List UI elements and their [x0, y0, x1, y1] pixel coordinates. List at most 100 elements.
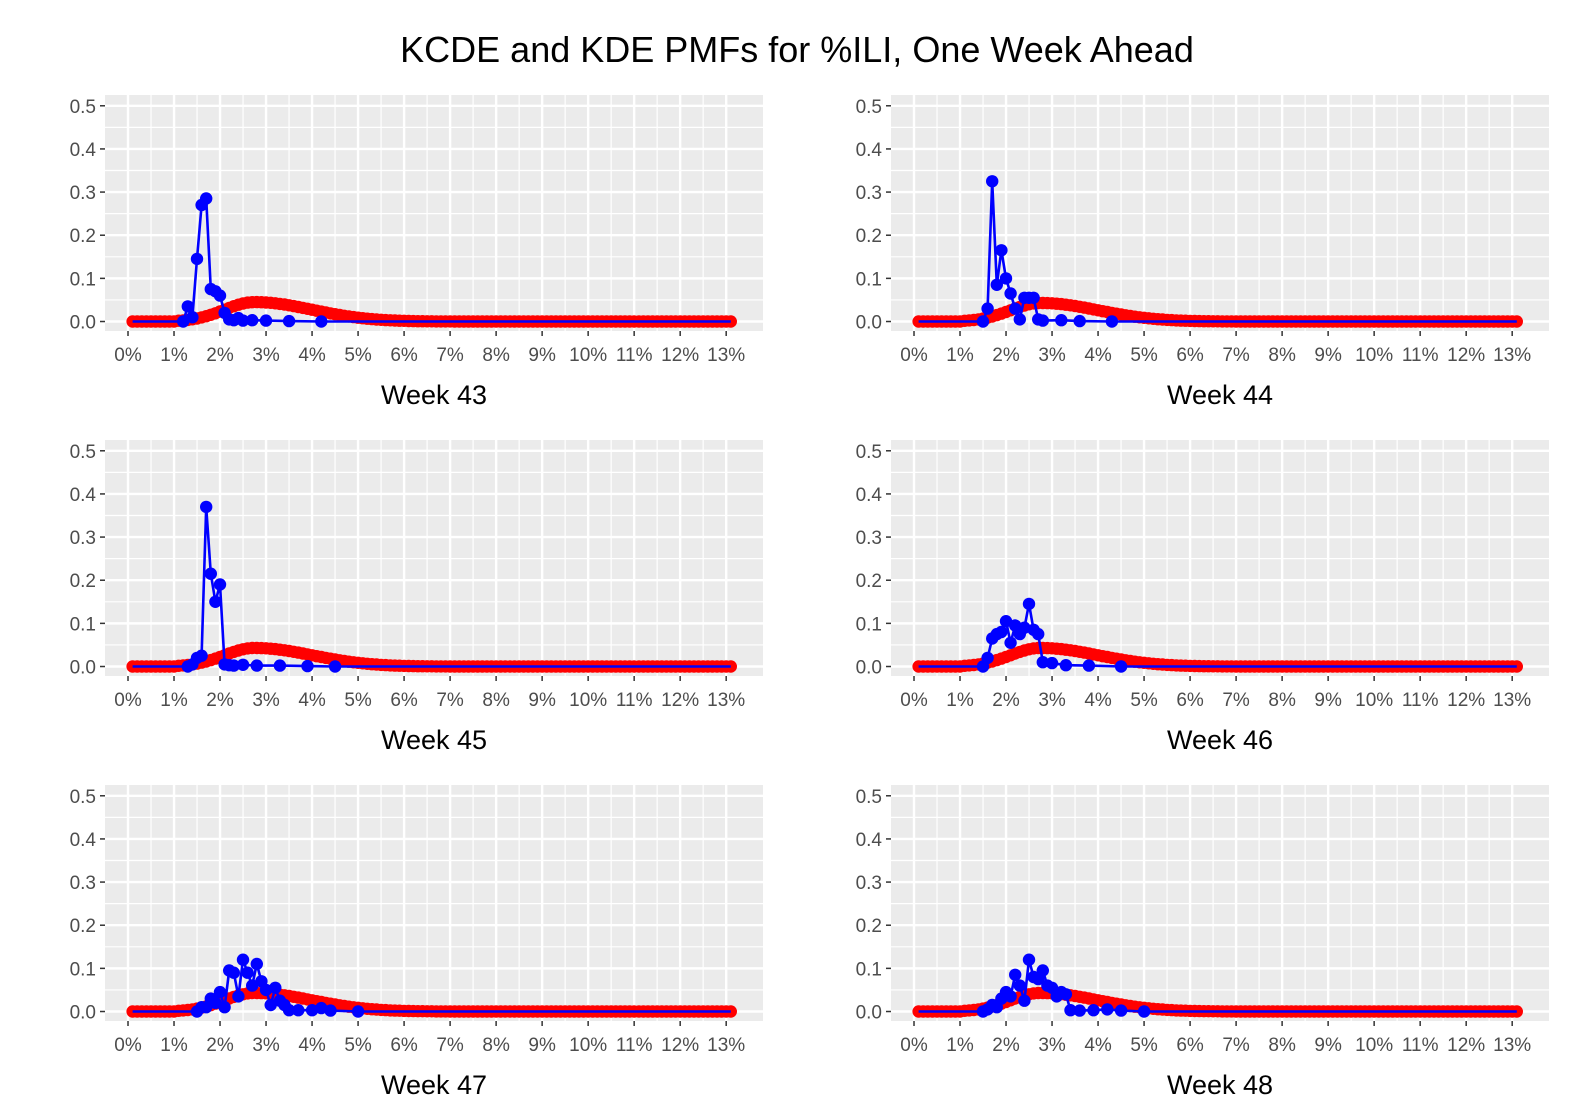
kcde-point: [999, 615, 1013, 628]
y-tick-label: 0.3: [70, 873, 96, 894]
y-tick-label: 0.4: [70, 830, 97, 851]
kcde-point: [981, 302, 994, 315]
x-tick-label: 2%: [206, 690, 234, 711]
kcde-point: [301, 659, 314, 673]
panel-background: [891, 95, 1549, 331]
kcde-point: [259, 314, 273, 327]
y-tick-label: 0.3: [856, 183, 882, 204]
x-tick-label: 0%: [900, 690, 928, 711]
x-tick-label: 4%: [298, 690, 326, 711]
kcde-point: [246, 979, 259, 992]
x-tick-label: 11%: [616, 1035, 653, 1056]
kcde-point: [1036, 314, 1050, 327]
x-tick-label: 5%: [344, 345, 372, 366]
y-tick-label: 0.4: [70, 485, 97, 506]
x-tick-label: 3%: [252, 1035, 280, 1056]
kcde-point: [1055, 314, 1068, 327]
y-tick-label: 0.4: [70, 140, 97, 161]
kcde-point: [246, 314, 259, 327]
x-tick-label: 3%: [1038, 345, 1066, 366]
y-tick-label: 0.5: [856, 97, 882, 118]
x-tick-label: 4%: [1084, 1035, 1112, 1056]
x-tick-label: 3%: [1038, 690, 1066, 711]
x-tick-label: 9%: [1314, 1035, 1342, 1056]
kcde-point: [1087, 1004, 1100, 1017]
kcde-point: [269, 981, 282, 994]
x-tick-label: 3%: [1038, 1035, 1066, 1056]
y-tick-label: 0.2: [856, 226, 882, 247]
panel-xlabel: Week 46: [1167, 725, 1273, 755]
kcde-point: [200, 192, 213, 205]
panel: 0% 1% 2% 3% 4% 5% 6% 7% 8% 9% 10% 11% 12% 13% 0.0 0.1 0.…: [70, 440, 763, 755]
x-tick-label: 12%: [1447, 690, 1485, 711]
x-tick-label: 10%: [569, 690, 607, 711]
gridlines: [105, 440, 763, 676]
x-tick-label: 7%: [436, 1035, 464, 1056]
kcde-point: [195, 649, 208, 662]
panel: 0% 1% 2% 3% 4% 5% 6% 7% 8% 9% 10% 11% 12% 13% 0.0 0.1 0.…: [70, 785, 763, 1100]
x-tick-label: 10%: [1355, 690, 1393, 711]
y-tick-label: 0.0: [70, 313, 96, 334]
panel-background: [105, 785, 763, 1021]
y-tick-label: 0.0: [856, 1003, 882, 1024]
kcde-point: [292, 1004, 305, 1017]
kcde-series: [132, 192, 731, 328]
kcde-point: [213, 985, 227, 999]
y-tick-label: 0.4: [856, 140, 883, 161]
x-tick-label: 13%: [1493, 1035, 1531, 1056]
kcde-point: [190, 252, 204, 266]
kcde-point: [236, 953, 250, 966]
x-tick-label: 1%: [160, 345, 188, 366]
x-tick-label: 9%: [528, 690, 556, 711]
panel: 0% 1% 2% 3% 4% 5% 6% 7% 8% 9% 10% 11% 12% 13% 0.0 0.1 0.…: [70, 95, 763, 410]
y-tick-label: 0.5: [70, 787, 96, 808]
panels: 0% 1% 2% 3% 4% 5% 6% 7% 8% 9% 10% 11% 12% 13% 0.0 0.1 0.…: [70, 95, 1549, 1100]
panel-xlabel: Week 43: [381, 380, 487, 410]
x-tick-label: 1%: [160, 1035, 188, 1056]
kcde-point: [209, 595, 222, 608]
kcde-point: [250, 659, 263, 672]
kcde-point: [241, 966, 254, 979]
x-tick-label: 7%: [1222, 690, 1250, 711]
panel-xlabel: Week 48: [1167, 1070, 1273, 1100]
y-tick-label: 0.5: [856, 442, 882, 463]
kcde-point: [209, 996, 222, 1010]
x-tick-label: 10%: [1355, 1035, 1393, 1056]
kcde-point: [1064, 1004, 1077, 1017]
kcde-point: [250, 957, 263, 971]
x-tick-label: 12%: [1447, 1035, 1485, 1056]
kcde-series: [918, 597, 1517, 673]
y-tick-label: 0.0: [856, 658, 882, 679]
kcde-point: [1013, 979, 1026, 992]
kcde-point: [264, 998, 277, 1012]
kcde-point: [976, 315, 990, 328]
kcde-point: [1073, 1004, 1086, 1017]
kcde-point: [1059, 988, 1073, 1001]
kcde-point: [981, 651, 994, 665]
kcde-point: [200, 500, 213, 514]
x-tick-label: 4%: [298, 1035, 326, 1056]
x-tick-label: 5%: [344, 1035, 372, 1056]
kcde-point: [282, 314, 296, 328]
gridlines: [105, 785, 763, 1021]
x-tick-label: 12%: [661, 345, 699, 366]
kcde-point: [1018, 994, 1031, 1007]
x-tick-label: 1%: [160, 690, 188, 711]
y-tick-label: 0.1: [856, 269, 882, 290]
x-tick-label: 11%: [616, 345, 653, 366]
kcde-point: [232, 990, 245, 1003]
x-tick-label: 7%: [436, 345, 464, 366]
x-tick-label: 8%: [1268, 690, 1296, 711]
kcde-point: [328, 660, 342, 673]
y-tick-label: 0.1: [856, 959, 882, 980]
y-tick-label: 0.0: [70, 1003, 96, 1024]
kcde-point: [995, 244, 1008, 257]
x-tick-label: 9%: [1314, 690, 1342, 711]
x-tick-label: 9%: [1314, 345, 1342, 366]
x-tick-label: 6%: [390, 1035, 418, 1056]
kcde-point: [1137, 1005, 1151, 1018]
kcde-series: [918, 175, 1517, 328]
kcde-series: [132, 500, 731, 673]
kcde-point: [1004, 990, 1017, 1003]
